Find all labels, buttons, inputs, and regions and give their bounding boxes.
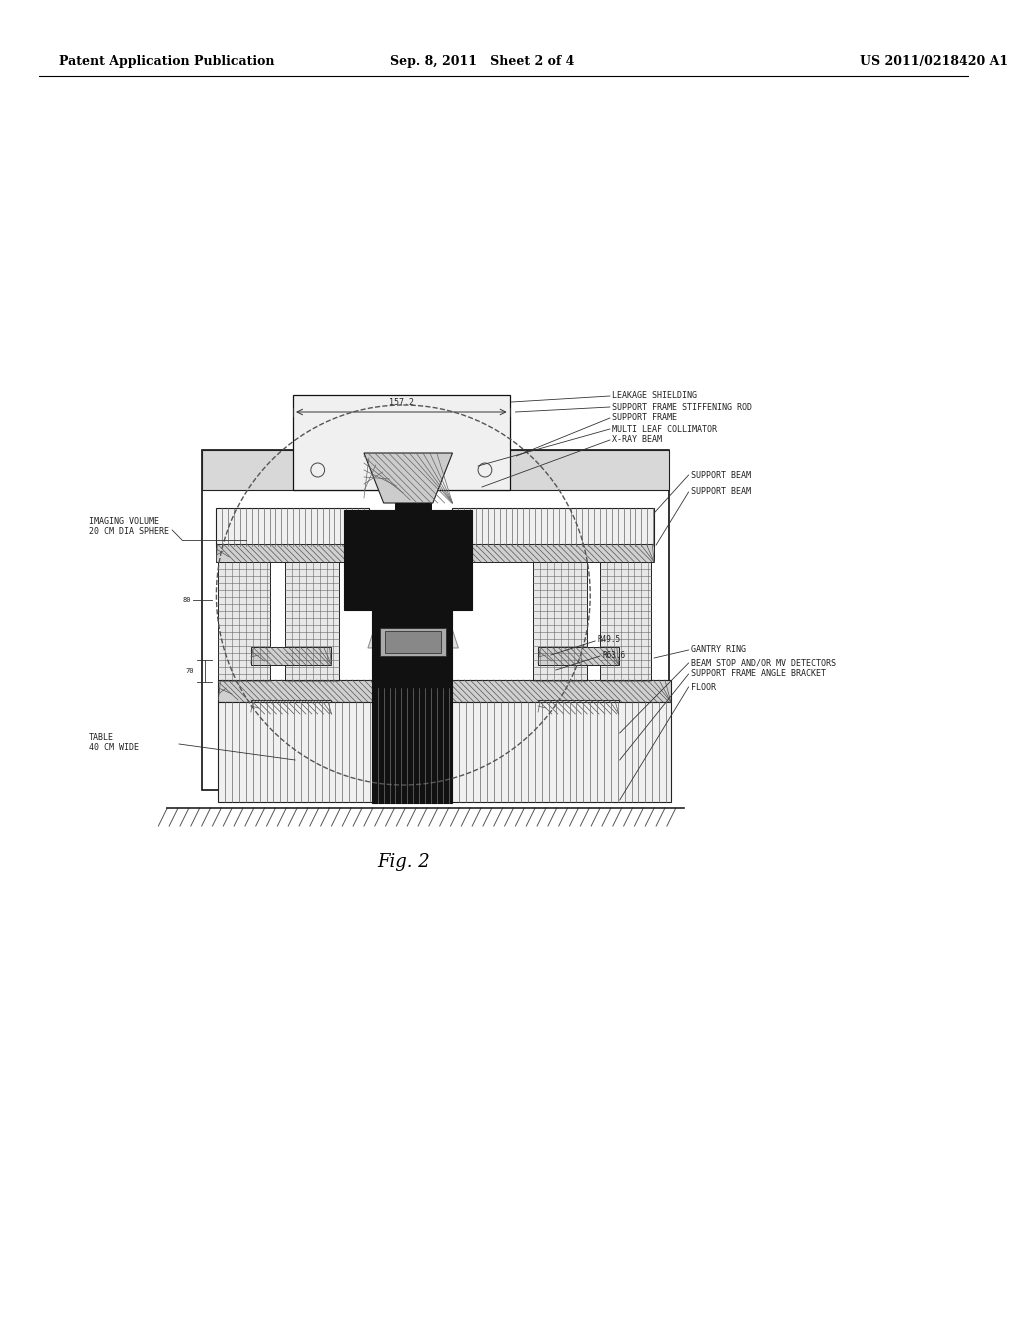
Text: 40 CM WIDE: 40 CM WIDE [88, 743, 138, 752]
Bar [216, 508, 369, 546]
Text: 80: 80 [182, 597, 190, 603]
Text: SUPPORT FRAME: SUPPORT FRAME [612, 413, 677, 422]
Text: SUPPORT FRAME ANGLE BRACKET: SUPPORT FRAME ANGLE BRACKET [690, 669, 825, 678]
Bar [385, 631, 440, 653]
Bar [600, 562, 651, 682]
Bar [453, 508, 654, 546]
Bar [538, 647, 618, 665]
Bar [251, 647, 332, 665]
Bar [172, 395, 684, 845]
Text: LEAKAGE SHIELDING: LEAKAGE SHIELDING [612, 392, 697, 400]
Bar [216, 544, 369, 562]
Text: MULTI LEAF COLLIMATOR: MULTI LEAF COLLIMATOR [612, 425, 717, 433]
Text: R63.6: R63.6 [602, 652, 625, 660]
Bar [344, 510, 472, 610]
Bar [395, 503, 431, 558]
Bar [538, 700, 618, 714]
Text: BEAM STOP AND/OR MV DETECTORS: BEAM STOP AND/OR MV DETECTORS [690, 659, 836, 668]
Bar [251, 700, 332, 714]
Polygon shape [368, 558, 459, 648]
Bar [202, 450, 669, 789]
Text: IMAGING VOLUME: IMAGING VOLUME [88, 516, 159, 525]
Text: 157.2: 157.2 [389, 399, 414, 407]
Bar [293, 395, 510, 490]
Bar [380, 628, 445, 656]
Bar [453, 544, 654, 562]
Polygon shape [364, 453, 453, 503]
Bar [534, 562, 587, 682]
Text: Fig. 2: Fig. 2 [377, 853, 430, 871]
Bar [202, 450, 669, 490]
Bar [286, 562, 339, 682]
Text: Sep. 8, 2011   Sheet 2 of 4: Sep. 8, 2011 Sheet 2 of 4 [390, 55, 574, 69]
Bar [372, 558, 453, 803]
Text: SUPPORT BEAM: SUPPORT BEAM [690, 487, 751, 496]
Text: US 2011/0218420 A1: US 2011/0218420 A1 [860, 55, 1009, 69]
Text: FLOOR: FLOOR [690, 682, 716, 692]
Text: TABLE: TABLE [88, 733, 114, 742]
Text: Patent Application Publication: Patent Application Publication [59, 55, 274, 69]
Bar [218, 702, 671, 803]
Bar [218, 680, 671, 702]
Text: 70: 70 [185, 668, 194, 675]
Text: 20 CM DIA SPHERE: 20 CM DIA SPHERE [88, 528, 169, 536]
Text: R49.5: R49.5 [597, 635, 621, 644]
Text: X-RAY BEAM: X-RAY BEAM [612, 436, 662, 445]
Text: GANTRY RING: GANTRY RING [690, 645, 745, 655]
Bar [218, 562, 269, 682]
Text: SUPPORT FRAME STIFFENING ROD: SUPPORT FRAME STIFFENING ROD [612, 403, 752, 412]
Text: SUPPORT BEAM: SUPPORT BEAM [690, 470, 751, 479]
